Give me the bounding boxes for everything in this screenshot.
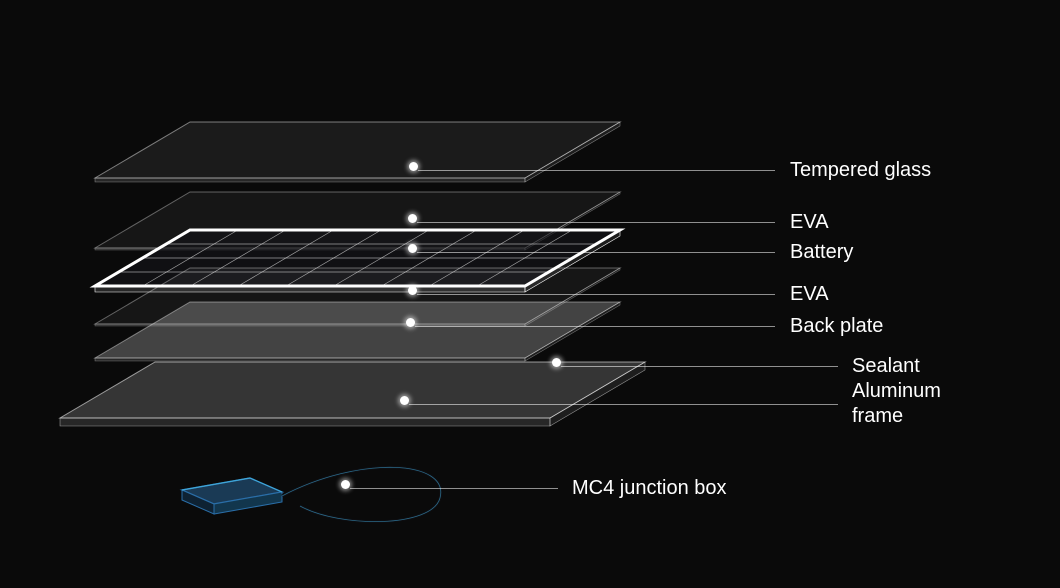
- battery-label: Battery: [790, 240, 853, 265]
- solar-panel-exploded-diagram: { "diagram": { "type": "infographic", "b…: [0, 0, 1060, 588]
- eva-top-leader: [417, 222, 775, 223]
- back-plate-dot: [406, 318, 415, 327]
- sealant-frame-2-leader: [409, 404, 838, 405]
- battery-dot: [408, 244, 417, 253]
- battery-leader: [417, 252, 775, 253]
- mc4-junction-box-label: MC4 junction box: [572, 476, 727, 501]
- eva-top-label: EVA: [790, 210, 829, 235]
- sealant-frame-dot: [552, 358, 561, 367]
- eva-bottom-leader: [417, 294, 775, 295]
- mc4-junction-box-dot: [341, 480, 350, 489]
- tempered-glass-dot: [409, 162, 418, 171]
- back-plate-label: Back plate: [790, 314, 883, 339]
- mc4-junction-box-leader: [350, 488, 558, 489]
- eva-bottom-dot: [408, 286, 417, 295]
- tempered-glass-label: Tempered glass: [790, 158, 931, 183]
- sealant-frame-leader: [561, 366, 838, 367]
- tempered-glass-leader: [418, 170, 775, 171]
- back-plate-leader: [415, 326, 775, 327]
- eva-bottom-label: EVA: [790, 282, 829, 307]
- eva-top-dot: [408, 214, 417, 223]
- sealant-frame-2-dot: [400, 396, 409, 405]
- sealant-frame-label: Sealant Aluminum frame: [852, 354, 941, 429]
